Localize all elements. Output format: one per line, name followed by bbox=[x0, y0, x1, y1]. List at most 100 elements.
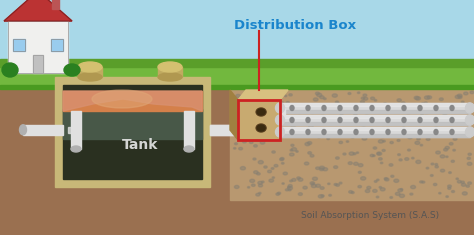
Ellipse shape bbox=[424, 110, 428, 114]
Ellipse shape bbox=[451, 191, 455, 192]
Bar bbox=[52, 0, 59, 9]
Bar bbox=[8, 21, 68, 73]
Bar bbox=[68, 127, 76, 133]
Ellipse shape bbox=[444, 129, 448, 133]
Ellipse shape bbox=[376, 179, 379, 181]
Ellipse shape bbox=[288, 184, 292, 187]
Ellipse shape bbox=[308, 108, 310, 109]
Ellipse shape bbox=[319, 168, 324, 171]
Ellipse shape bbox=[394, 179, 399, 182]
Ellipse shape bbox=[462, 192, 467, 195]
Ellipse shape bbox=[377, 152, 382, 155]
Ellipse shape bbox=[275, 102, 279, 105]
Ellipse shape bbox=[453, 149, 456, 151]
Ellipse shape bbox=[319, 195, 323, 198]
Ellipse shape bbox=[297, 177, 301, 179]
Ellipse shape bbox=[304, 162, 309, 165]
Ellipse shape bbox=[400, 188, 403, 190]
Ellipse shape bbox=[392, 131, 395, 133]
Ellipse shape bbox=[447, 130, 450, 132]
Ellipse shape bbox=[283, 172, 287, 175]
Ellipse shape bbox=[266, 136, 271, 138]
Ellipse shape bbox=[403, 127, 405, 129]
Ellipse shape bbox=[291, 144, 294, 146]
Ellipse shape bbox=[373, 147, 377, 149]
Ellipse shape bbox=[259, 192, 261, 194]
Ellipse shape bbox=[382, 149, 385, 152]
Ellipse shape bbox=[391, 175, 394, 177]
Ellipse shape bbox=[253, 158, 256, 160]
Ellipse shape bbox=[261, 181, 264, 183]
Bar bbox=[158, 67, 182, 77]
Ellipse shape bbox=[354, 106, 358, 110]
Ellipse shape bbox=[373, 155, 375, 157]
Ellipse shape bbox=[440, 118, 445, 121]
Ellipse shape bbox=[379, 105, 384, 108]
Ellipse shape bbox=[465, 103, 474, 113]
Ellipse shape bbox=[284, 121, 287, 124]
Ellipse shape bbox=[434, 106, 438, 110]
Bar bbox=[184, 111, 194, 149]
Ellipse shape bbox=[365, 189, 370, 192]
Ellipse shape bbox=[410, 185, 416, 189]
Ellipse shape bbox=[269, 179, 273, 182]
Ellipse shape bbox=[256, 124, 266, 132]
Ellipse shape bbox=[296, 151, 298, 152]
Ellipse shape bbox=[288, 189, 291, 191]
Ellipse shape bbox=[373, 189, 377, 192]
Bar bbox=[280, 110, 470, 113]
Ellipse shape bbox=[275, 103, 284, 113]
Ellipse shape bbox=[237, 129, 239, 130]
Bar bbox=[71, 111, 81, 149]
Polygon shape bbox=[280, 108, 285, 115]
Ellipse shape bbox=[252, 184, 255, 186]
Ellipse shape bbox=[468, 153, 472, 155]
Ellipse shape bbox=[459, 118, 463, 121]
Ellipse shape bbox=[467, 157, 471, 160]
Ellipse shape bbox=[249, 141, 253, 144]
Ellipse shape bbox=[436, 127, 439, 129]
Ellipse shape bbox=[302, 118, 306, 120]
Ellipse shape bbox=[390, 196, 392, 198]
Ellipse shape bbox=[243, 140, 246, 143]
Ellipse shape bbox=[421, 128, 426, 131]
Ellipse shape bbox=[258, 121, 263, 124]
Ellipse shape bbox=[446, 156, 448, 157]
Ellipse shape bbox=[370, 118, 374, 122]
Ellipse shape bbox=[411, 131, 415, 134]
Ellipse shape bbox=[457, 94, 462, 97]
Ellipse shape bbox=[322, 129, 326, 134]
Ellipse shape bbox=[409, 134, 414, 138]
Ellipse shape bbox=[320, 187, 324, 189]
Ellipse shape bbox=[465, 115, 474, 125]
Ellipse shape bbox=[418, 129, 422, 134]
Ellipse shape bbox=[251, 91, 255, 94]
Ellipse shape bbox=[158, 62, 182, 72]
Ellipse shape bbox=[266, 134, 270, 136]
Ellipse shape bbox=[329, 194, 331, 196]
Ellipse shape bbox=[426, 138, 430, 141]
Bar bbox=[0, 87, 474, 235]
Polygon shape bbox=[238, 90, 288, 100]
Ellipse shape bbox=[285, 189, 289, 191]
Ellipse shape bbox=[239, 101, 242, 103]
Ellipse shape bbox=[384, 178, 387, 180]
Ellipse shape bbox=[397, 130, 401, 133]
Ellipse shape bbox=[397, 99, 401, 102]
Ellipse shape bbox=[349, 191, 353, 193]
Ellipse shape bbox=[390, 141, 393, 144]
Ellipse shape bbox=[316, 117, 319, 118]
Ellipse shape bbox=[257, 125, 265, 131]
Polygon shape bbox=[4, 0, 72, 21]
Ellipse shape bbox=[235, 185, 239, 188]
Ellipse shape bbox=[362, 137, 367, 140]
Ellipse shape bbox=[461, 183, 466, 186]
Ellipse shape bbox=[298, 115, 301, 117]
Ellipse shape bbox=[257, 125, 261, 128]
Ellipse shape bbox=[374, 99, 377, 101]
Ellipse shape bbox=[376, 196, 379, 198]
Bar bbox=[78, 67, 102, 77]
Ellipse shape bbox=[240, 167, 246, 170]
Ellipse shape bbox=[436, 122, 439, 125]
Ellipse shape bbox=[314, 134, 318, 137]
